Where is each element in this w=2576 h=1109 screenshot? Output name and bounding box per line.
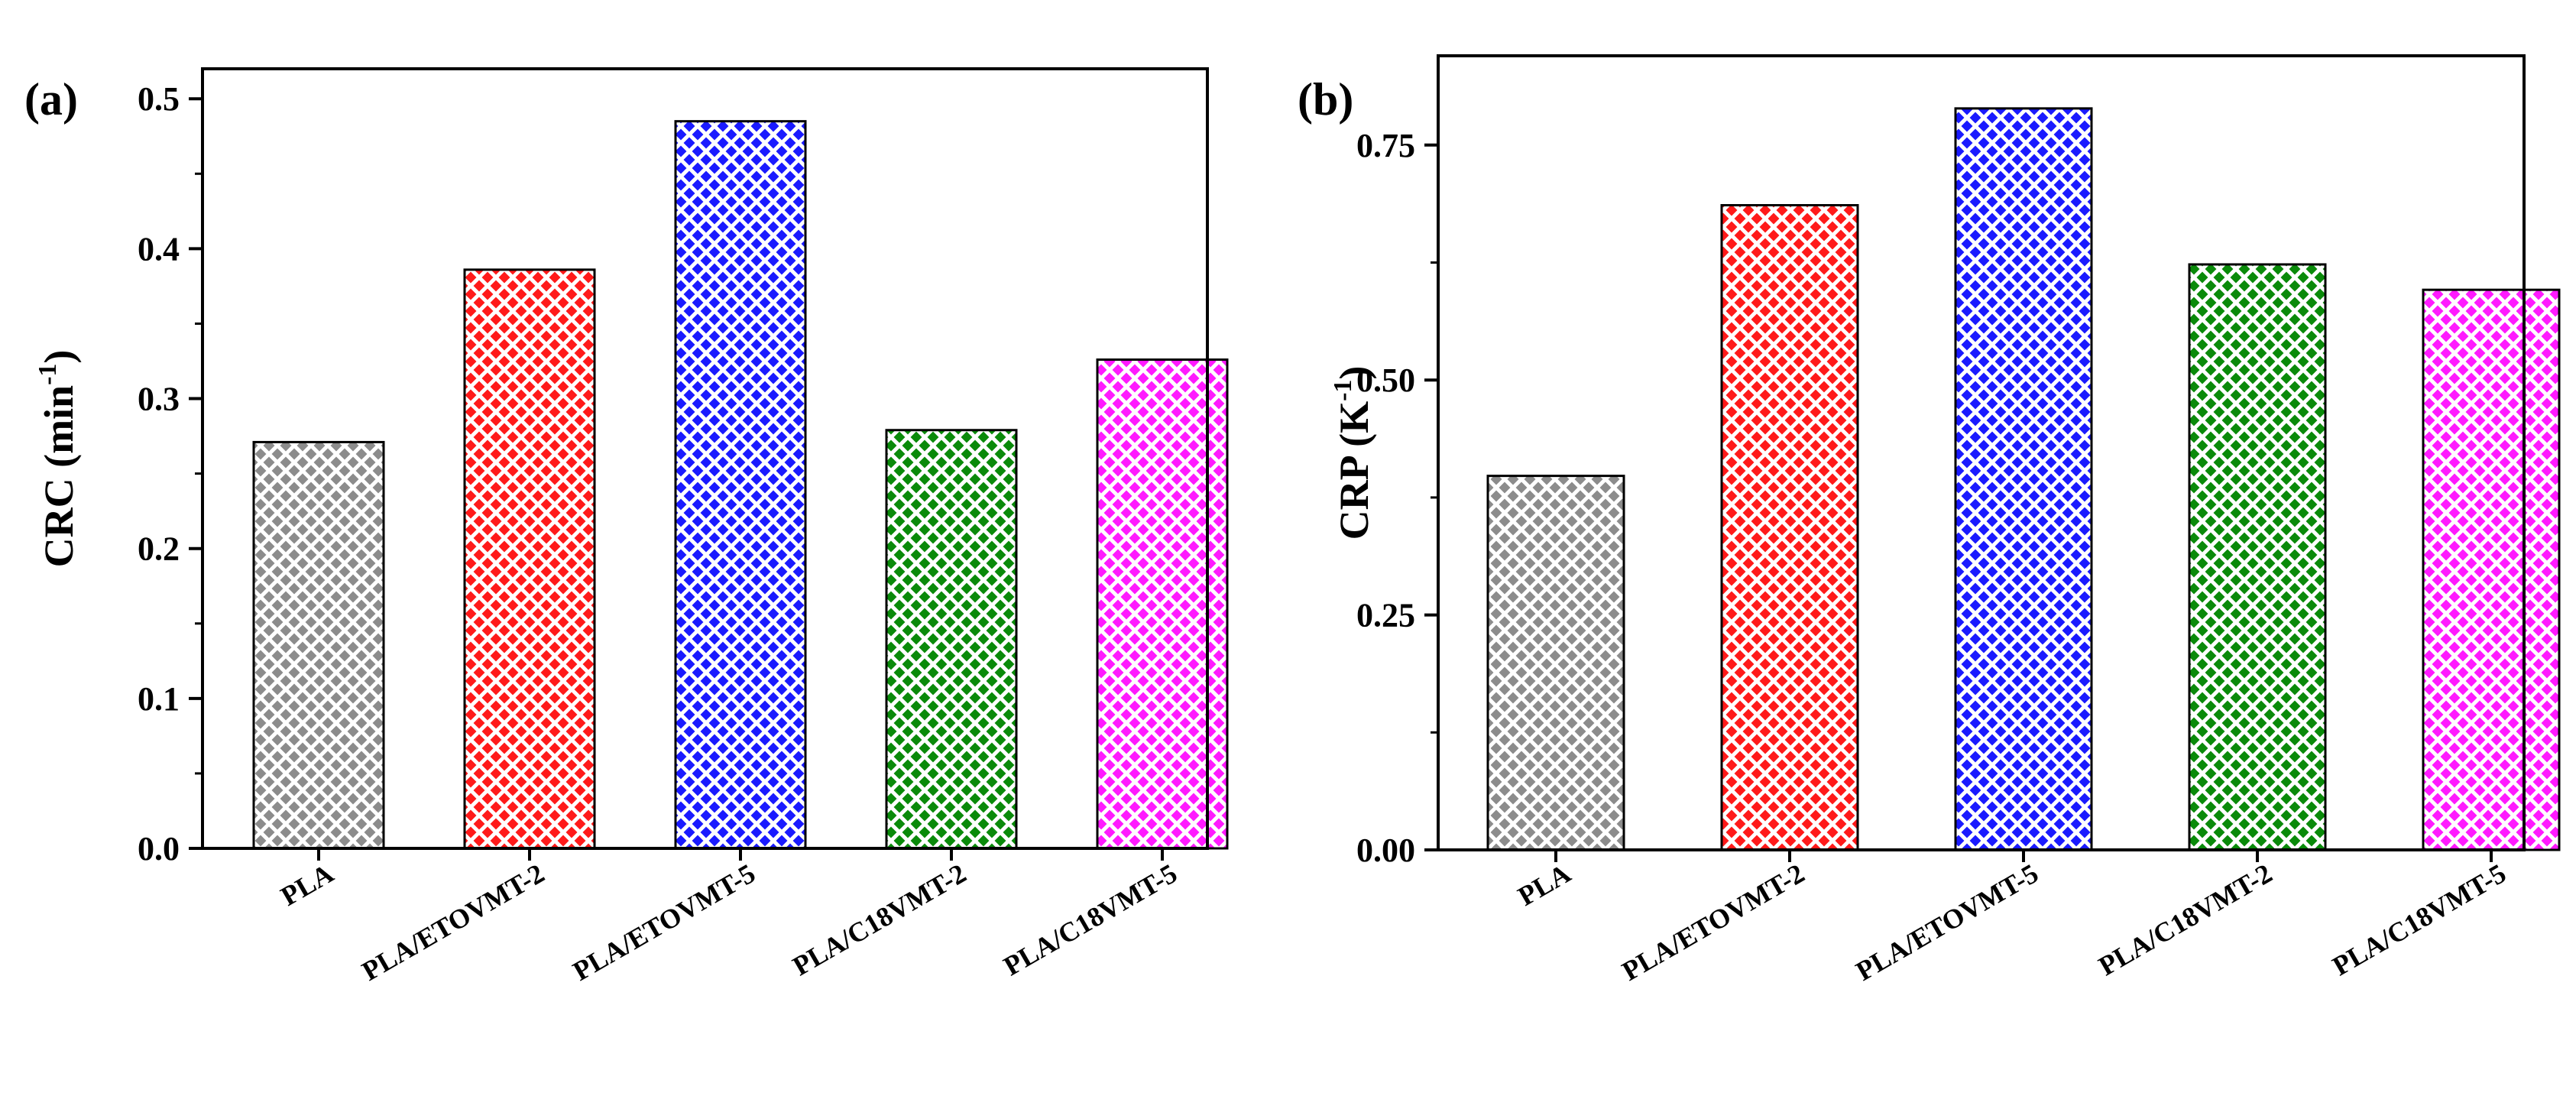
x-tick-label: PLA/C18VMT-5 (998, 858, 1182, 981)
bar-pla-etovmt-2 (463, 268, 596, 850)
plot-frame (1437, 54, 2526, 851)
x-tick-label: PLA/ETOVMT-2 (357, 858, 549, 987)
bar-pla-etovmt-5 (1954, 107, 2093, 851)
y-tick-label: 0.0 (138, 830, 180, 867)
y-tick-label: 0.5 (138, 80, 180, 118)
chart-panel-a: 0.0 0.1 0.2 0.3 0.4 0.5 PLA PLA/ETOVMT-2 PLA/ETO… (24, 67, 1229, 987)
y-tick-label: 0.00 (1356, 832, 1415, 869)
x-tick-label: PLA/ETOVMT-5 (1851, 858, 2043, 987)
bar-pla-etovmt-5 (674, 120, 807, 850)
x-tick-label: PLA (1513, 858, 1576, 912)
plot-frame (201, 67, 1209, 850)
bar-pla-c18vmt-2 (2188, 263, 2327, 851)
y-axis-label: CRP (K-1) (1329, 366, 1377, 540)
bar-pla-etovmt-2 (1720, 204, 1859, 851)
x-tick-label: PLA/C18VMT-2 (787, 858, 971, 981)
panel-label: (a) (24, 74, 78, 125)
y-tick-label: 0.75 (1356, 127, 1415, 164)
x-tick-label: PLA/ETOVMT-2 (1617, 858, 1810, 987)
y-tick-label: 0.1 (138, 680, 180, 718)
y-tick-label: 0.4 (138, 230, 180, 268)
x-tick-label: PLA (276, 858, 339, 912)
x-tick-label: PLA/C18VMT-2 (2093, 858, 2277, 981)
bar-pla (1486, 475, 1625, 851)
bar-pla-c18vmt-2 (885, 429, 1018, 850)
y-tick-label: 0.50 (1356, 362, 1415, 399)
x-tick-label: PLA/ETOVMT-5 (568, 858, 760, 987)
y-tick-label: 0.3 (138, 381, 180, 418)
panel-label: (b) (1298, 74, 1353, 125)
bar-pla-c18vmt-5 (1096, 358, 1229, 850)
y-tick-label: 0.2 (138, 530, 180, 568)
x-tick-label: PLA/C18VMT-5 (2327, 858, 2511, 981)
bar-pla (252, 440, 385, 850)
y-axis-label: CRC (min-1) (34, 350, 82, 568)
bar-pla-c18vmt-5 (2422, 288, 2561, 851)
y-tick-label: 0.25 (1356, 597, 1415, 634)
chart-panel-b: 0.00 0.25 0.50 0.75 PLA PLA/ETOVMT-2 PLA/ETOVM… (1298, 54, 2561, 987)
